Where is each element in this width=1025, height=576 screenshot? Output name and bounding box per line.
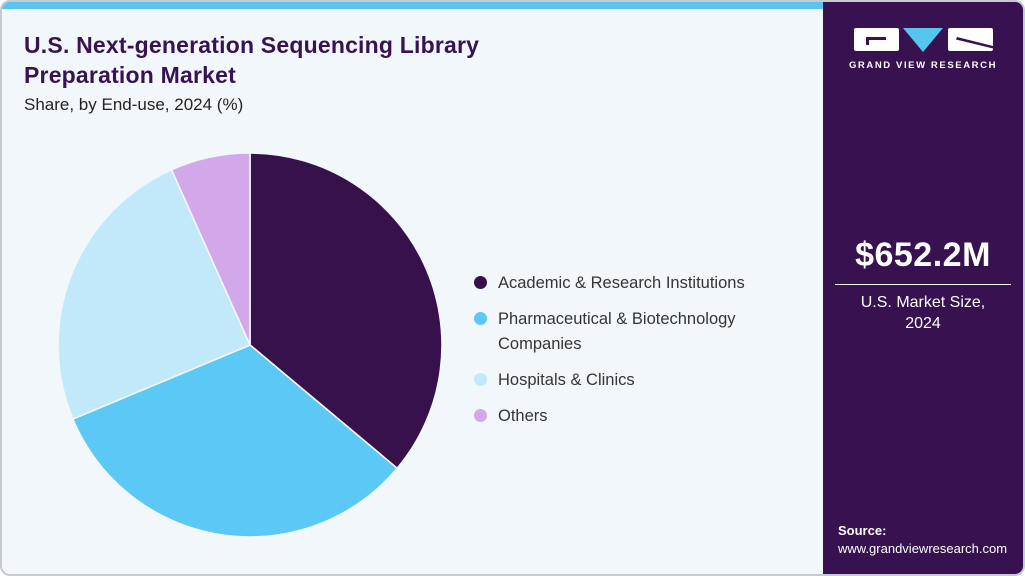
page-title-line1: U.S. Next-generation Sequencing Library (24, 32, 480, 58)
legend-item: Hospitals & Clinics (474, 368, 786, 393)
market-size-label: U.S. Market Size, 2024 (823, 292, 1023, 334)
logo-wordmark: GRAND VIEW RESEARCH (848, 60, 998, 71)
pie-slice-1 (249, 152, 443, 470)
chart-header: U.S. Next-generation Sequencing Library … (2, 9, 823, 115)
legend-label: Academic & Research Institutions (498, 274, 745, 292)
pie-slice-4 (170, 152, 251, 346)
legend-item: Academic & Research Institutions (474, 271, 786, 296)
page-title-line2: Preparation Market (24, 62, 236, 88)
source-label: Source: (838, 523, 887, 538)
market-size-value: $652.2M (855, 236, 991, 274)
legend-label: Pharmaceutical & Biotechnology Companies (498, 310, 736, 353)
source-block: Source: www.grandviewresearch.com (838, 522, 1007, 558)
pie-chart (57, 152, 443, 538)
market-size-block: $652.2M U.S. Market Size, 2024 (823, 236, 1023, 334)
source-url: www.grandviewresearch.com (838, 541, 1008, 556)
legend-label: Others (498, 407, 548, 425)
legend-item: Pharmaceutical & Biotechnology Companies (474, 307, 786, 357)
legend-dot (474, 373, 487, 386)
market-size-divider (835, 284, 1011, 285)
top-accent-strip (2, 2, 823, 9)
market-size-label-line2: 2024 (905, 315, 941, 332)
pie-chart-container (56, 151, 444, 539)
page-title: U.S. Next-generation Sequencing Library … (24, 30, 823, 90)
chart-legend: Academic & Research Institutions Pharmac… (474, 271, 786, 429)
grand-view-research-logo: GRAND VIEW RESEARCH (823, 27, 1023, 71)
pie-slice-2 (72, 344, 398, 538)
legend-label: Hospitals & Clinics (498, 371, 635, 389)
market-size-label-line1: U.S. Market Size, (860, 294, 986, 311)
legend-item: Others (474, 404, 786, 429)
legend-dot (474, 276, 487, 289)
chart-subtitle: Share, by End-use, 2024 (%) (24, 95, 244, 114)
gvr-logo-icon (853, 28, 993, 52)
legend-dot (474, 312, 487, 325)
legend-dot (474, 409, 487, 422)
brand-sidebar: GRAND VIEW RESEARCH $652.2M U.S. Market … (823, 2, 1023, 574)
chart-panel: U.S. Next-generation Sequencing Library … (2, 9, 823, 574)
pie-slice-3 (57, 168, 251, 420)
